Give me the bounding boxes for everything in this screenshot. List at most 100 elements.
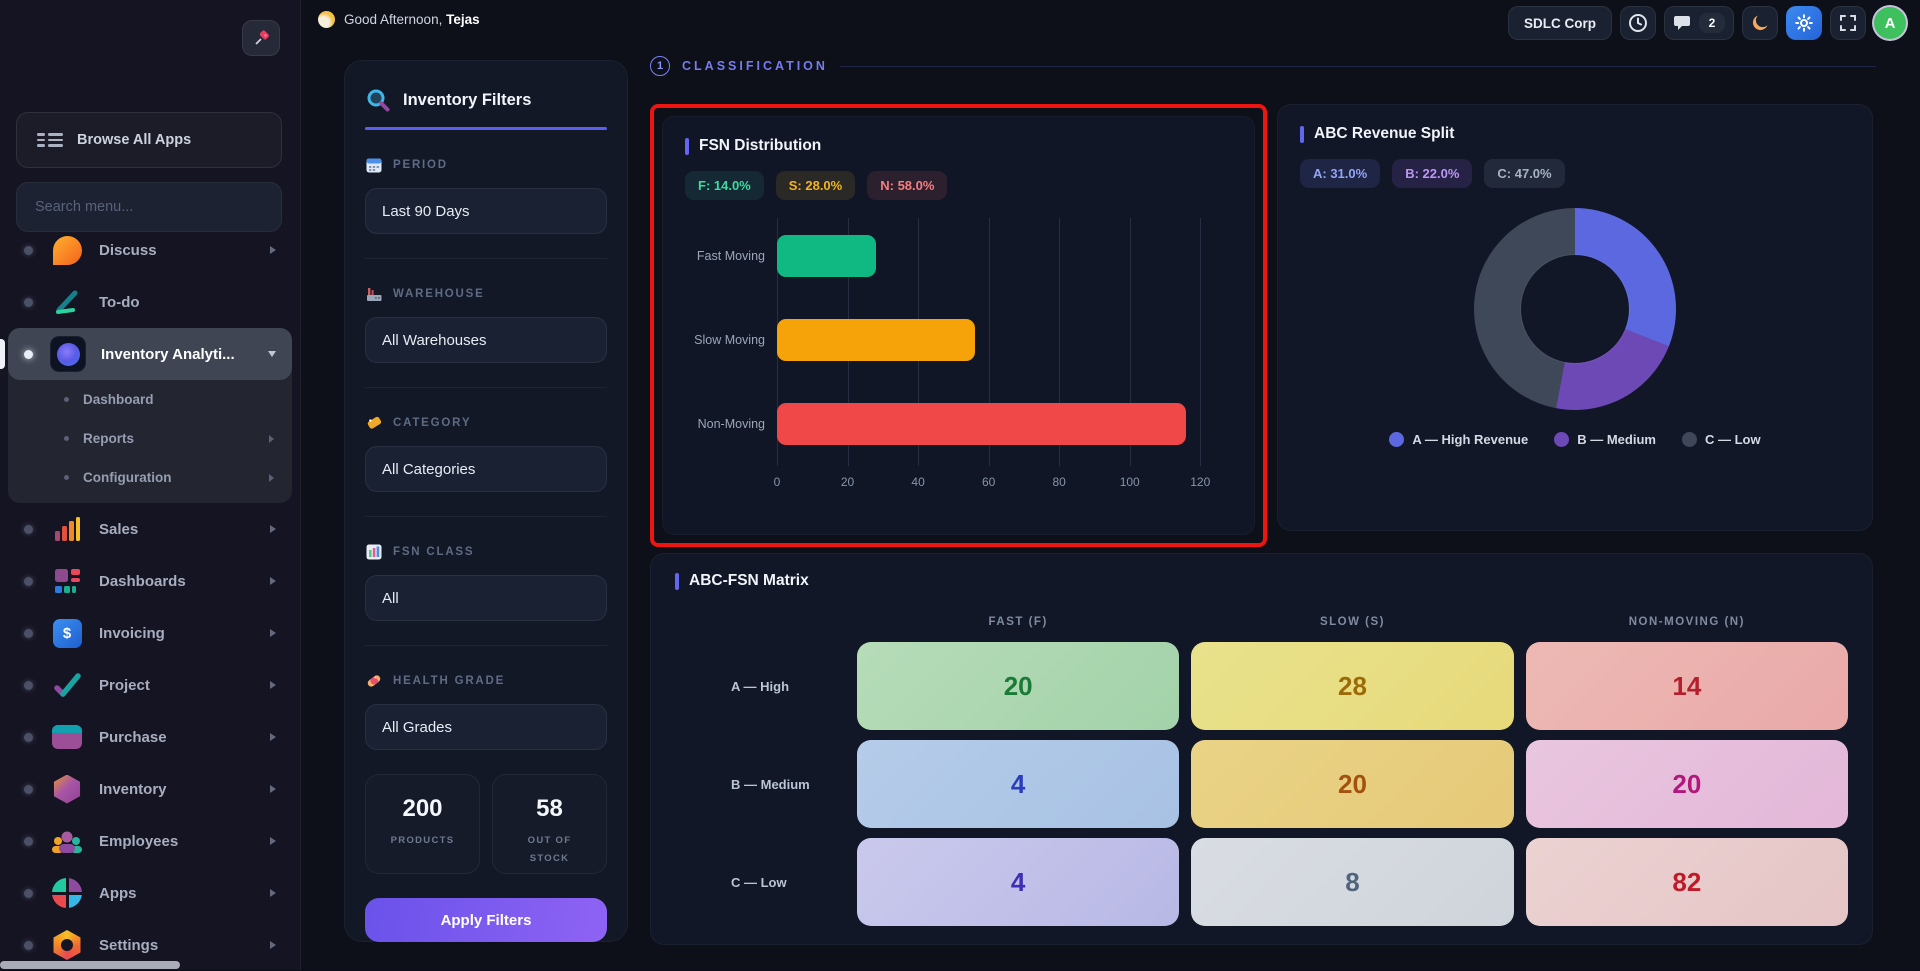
inventory-filters-panel: Inventory Filters PERIOD Last 90 Days xyxy=(344,60,628,942)
matrix-row-label: B — Medium xyxy=(731,776,810,792)
accent-bar xyxy=(685,137,689,155)
sidebar-item-settings[interactable]: Settings xyxy=(0,919,300,971)
apply-filters-button[interactable]: Apply Filters xyxy=(365,898,607,942)
grab-dot-icon xyxy=(24,784,33,794)
sidebar-item-inventory-analytics[interactable]: Inventory Analyti... xyxy=(0,328,292,380)
matrix-cell-a-slow[interactable]: 28 xyxy=(1191,642,1514,730)
todo-icon xyxy=(50,285,84,319)
fsn-badge-fast: F: 14.0% xyxy=(685,171,764,200)
pill-icon xyxy=(365,672,383,690)
filter-section-health-grade: HEALTH GRADE All Grades xyxy=(365,672,607,750)
matrix-column-header: FAST (F) xyxy=(988,616,1048,628)
matrix-cell-a-non[interactable]: 14 xyxy=(1525,642,1848,730)
invoicing-icon: $ xyxy=(50,616,84,650)
chat-button[interactable]: 2 xyxy=(1664,6,1734,40)
matrix-cell-c-slow[interactable]: 8 xyxy=(1191,838,1514,926)
fsn-plot-area xyxy=(777,214,1232,466)
bar-slow-moving[interactable] xyxy=(777,319,975,361)
y-axis-label: Non-Moving xyxy=(697,417,765,431)
sidebar-subitem-configuration[interactable]: Configuration xyxy=(8,458,292,497)
y-axis-label: Fast Moving xyxy=(696,249,765,263)
filter-section-category: CATEGORY All Categories xyxy=(365,414,607,517)
sales-icon xyxy=(50,512,84,546)
gridline xyxy=(1059,218,1061,466)
abc-panel-title: ABC Revenue Split xyxy=(1314,125,1455,142)
matrix-row-label: A — High xyxy=(731,678,790,694)
search-menu-input[interactable] xyxy=(16,182,282,232)
settings-button[interactable] xyxy=(1786,6,1822,40)
matrix-cell-b-fast[interactable]: 4 xyxy=(857,740,1180,828)
legend-item-b[interactable]: B — Medium xyxy=(1554,432,1656,447)
pushpin-icon xyxy=(252,29,270,47)
products-count: 200 xyxy=(402,795,443,822)
sidebar-item-sales[interactable]: Sales xyxy=(0,503,300,555)
fullscreen-button[interactable] xyxy=(1830,6,1866,40)
user-avatar[interactable]: A xyxy=(1874,7,1906,39)
sidebar-item-purchase[interactable]: Purchase xyxy=(0,711,300,763)
x-axis-tick-label: 120 xyxy=(1190,475,1211,489)
accent-bar xyxy=(1300,125,1304,143)
section-number-icon: 1 xyxy=(650,56,670,76)
greeting-username: Tejas xyxy=(446,12,480,27)
chevron-right-icon xyxy=(270,889,276,897)
dark-mode-toggle[interactable] xyxy=(1742,6,1778,40)
sidebar-item-discuss[interactable]: Discuss xyxy=(0,224,300,276)
calendar-icon xyxy=(365,156,383,174)
fsn-badge-slow: S: 28.0% xyxy=(775,171,856,200)
abc-fsn-matrix-panel: ABC-FSN Matrix FAST (F) SLOW (S) NON-MOV… xyxy=(650,553,1873,945)
health-grade-select[interactable]: All Grades xyxy=(365,704,607,750)
sidebar-item-invoicing[interactable]: $ Invoicing xyxy=(0,607,300,659)
out-of-stock-count: 58 xyxy=(536,795,563,822)
sidebar-horizontal-scrollbar[interactable] xyxy=(0,961,180,969)
filter-label: HEALTH GRADE xyxy=(393,675,506,687)
x-axis-tick-label: 0 xyxy=(773,475,781,489)
company-button[interactable]: SDLC Corp xyxy=(1508,6,1612,40)
legend-dot-icon xyxy=(1389,432,1405,447)
matrix-cell-b-slow[interactable]: 20 xyxy=(1191,740,1514,828)
fsn-badge-non: N: 58.0% xyxy=(867,171,948,200)
bar-non-moving[interactable] xyxy=(777,403,1187,445)
bullet-icon xyxy=(64,475,69,480)
matrix-cell-b-non[interactable]: 20 xyxy=(1525,740,1848,828)
section-divider-line xyxy=(839,65,1876,67)
grab-dot-icon xyxy=(24,732,33,742)
warehouse-select[interactable]: All Warehouses xyxy=(365,317,607,363)
sidebar-subitem-dashboard[interactable]: Dashboard xyxy=(8,380,292,419)
discuss-icon xyxy=(50,233,84,267)
greeting-text: Good Afternoon, xyxy=(344,12,443,27)
employees-icon xyxy=(50,824,84,858)
legend-item-a[interactable]: A — High Revenue xyxy=(1389,432,1528,447)
moon-icon xyxy=(1750,13,1770,33)
sidebar: Browse All Apps Discuss To-do xyxy=(0,0,301,970)
sidebar-subitem-reports[interactable]: Reports xyxy=(8,419,292,458)
legend-dot-icon xyxy=(1554,432,1570,447)
sidebar-item-todo[interactable]: To-do xyxy=(0,276,300,328)
matrix-cell-a-fast[interactable]: 20 xyxy=(857,642,1180,730)
sidebar-item-apps[interactable]: Apps xyxy=(0,867,300,919)
sidebar-item-project[interactable]: Project xyxy=(0,659,300,711)
sidebar-item-inventory[interactable]: Inventory xyxy=(0,763,300,815)
period-select[interactable]: Last 90 Days xyxy=(365,188,607,234)
grab-dot-icon xyxy=(24,888,33,898)
category-select[interactable]: All Categories xyxy=(365,446,607,492)
matrix-column-header: NON-MOVING (N) xyxy=(1628,616,1745,628)
fsn-class-select[interactable]: All xyxy=(365,575,607,621)
legend-item-c[interactable]: C — Low xyxy=(1681,432,1761,447)
sidebar-item-employees[interactable]: Employees xyxy=(0,815,300,867)
pin-sidebar-button[interactable] xyxy=(242,20,280,56)
matrix-cell-c-fast[interactable]: 4 xyxy=(857,838,1180,926)
greeting-emoji-icon xyxy=(318,11,335,28)
matrix-cell-c-non[interactable]: 82 xyxy=(1525,838,1848,926)
legend-dot-icon xyxy=(1681,432,1697,447)
filter-section-warehouse: WAREHOUSE All Warehouses xyxy=(365,285,607,388)
sidebar-item-dashboards[interactable]: Dashboards xyxy=(0,555,300,607)
bar-fast-moving[interactable] xyxy=(777,235,876,277)
greeting: Good Afternoon, Tejas xyxy=(318,11,480,28)
browse-all-apps-button[interactable]: Browse All Apps xyxy=(16,112,282,168)
classification-title: CLASSIFICATION xyxy=(682,59,828,73)
abc-donut-chart[interactable] xyxy=(1474,208,1676,410)
abc-legend: A — High Revenue B — Medium C — Low xyxy=(1300,432,1850,447)
grab-dot-icon xyxy=(24,628,33,638)
activity-log-button[interactable] xyxy=(1620,6,1656,40)
